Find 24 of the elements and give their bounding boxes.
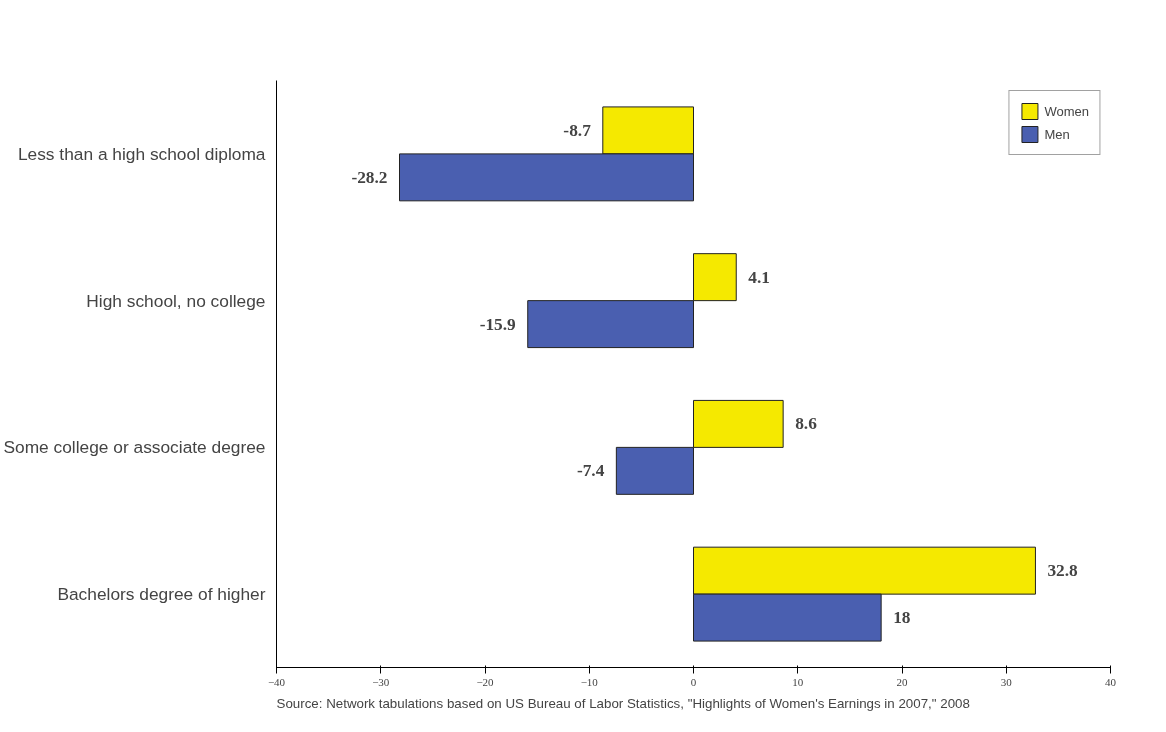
y-tick-label: Some college or associate degree [3,437,266,458]
data-label: 8.6 [795,414,818,434]
x-tick-label: 30 [1000,675,1013,688]
legend-label: Women [1044,103,1089,119]
y-tick-label: Bachelors degree of higher [57,584,266,605]
legend-label: Men [1044,126,1070,142]
y-tick-label: High school, no college [86,290,266,311]
x-tick-label: 20 [896,675,908,688]
y-tick-label: Less than a high school diploma [17,143,266,164]
data-label: -28.2 [351,167,388,187]
data-label: 4.1 [748,267,770,287]
x-tick-label: −30 [372,675,390,688]
data-label: 32.8 [1047,561,1079,581]
x-tick-label: 0 [690,675,697,688]
source-note: Source: Network tabulations based on US Bureau of Labor Statistics, "Highlights of Women's Earnings in 2007," 2008 [276,695,970,711]
data-label: 18 [893,608,911,628]
data-label: -8.7 [563,120,592,140]
x-tick-label: 10 [792,675,804,688]
x-tick-label: −10 [580,675,599,688]
data-label: -7.4 [576,461,605,481]
x-tick-label: −20 [476,675,495,688]
data-label: -15.9 [479,314,517,334]
x-tick-label: 40 [1105,675,1117,688]
x-tick-label: −40 [267,675,286,688]
